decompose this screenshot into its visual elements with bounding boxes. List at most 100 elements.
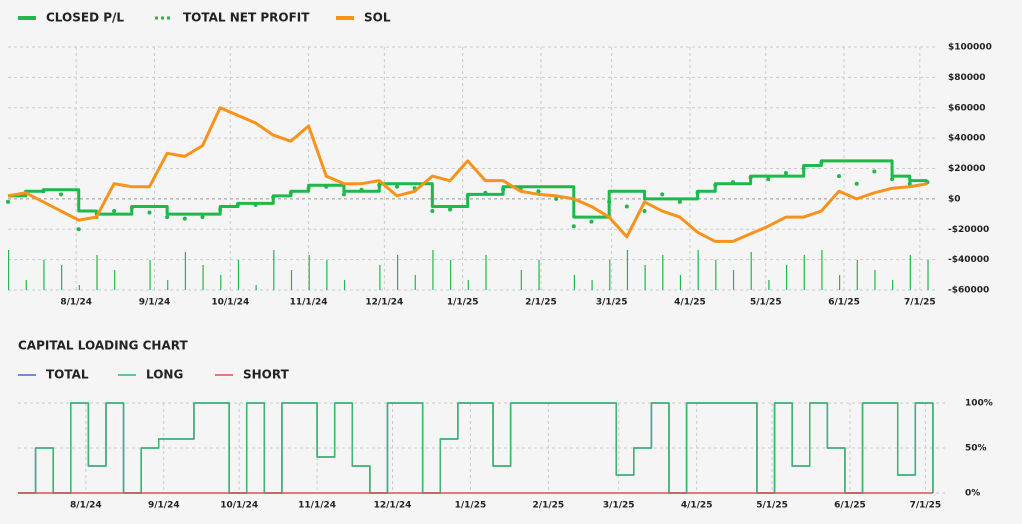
x-tick-label: 6/1/25	[834, 501, 866, 511]
chart-title: CAPITAL LOADING CHART	[18, 339, 188, 353]
x-tick-label: 2/1/25	[525, 298, 557, 308]
data-point	[554, 196, 559, 201]
x-tick-label: 1/1/25	[447, 298, 479, 308]
data-point	[624, 204, 629, 209]
data-point	[6, 199, 10, 204]
data-point	[271, 195, 276, 200]
x-tick-label: 12/1/24	[374, 501, 412, 511]
x-tick-label: 3/1/25	[603, 501, 635, 511]
y-tick-label: -$60000	[948, 286, 989, 296]
data-point	[660, 192, 665, 197]
volume-bar	[202, 265, 204, 290]
data-point	[465, 193, 470, 198]
data-point	[819, 160, 824, 165]
x-tick-label: 5/1/25	[750, 298, 782, 308]
volume-bar	[396, 255, 399, 290]
y-tick-label: $60000	[948, 103, 986, 113]
x-tick-label: 8/1/24	[70, 501, 102, 511]
y-tick-label: $80000	[948, 73, 986, 83]
data-point	[182, 216, 187, 221]
volume-bar	[149, 260, 151, 290]
volume-bar	[573, 275, 575, 290]
volume-bar	[715, 260, 717, 290]
data-point	[783, 171, 788, 176]
data-point	[129, 205, 134, 210]
data-point	[448, 207, 453, 212]
y-tick-label: $40000	[948, 134, 986, 144]
volume-bar	[909, 255, 911, 290]
data-point	[837, 174, 842, 179]
x-tick-label: 7/1/25	[904, 298, 936, 308]
y-tick-label: 100%	[965, 399, 993, 409]
y-tick-label: -$20000	[948, 225, 989, 235]
volume-bar	[874, 270, 876, 290]
data-point	[748, 175, 753, 180]
data-point	[235, 202, 240, 207]
data-point	[341, 192, 346, 197]
x-tick-label: 10/1/24	[211, 298, 249, 308]
data-point	[571, 224, 576, 229]
data-point	[642, 209, 647, 214]
data-point	[483, 190, 488, 195]
data-point	[677, 199, 682, 204]
legend-label: LONG	[146, 368, 183, 382]
data-point	[854, 181, 859, 186]
data-point	[907, 181, 912, 186]
volume-bar	[414, 275, 416, 290]
data-point	[713, 183, 718, 188]
volume-bar	[273, 250, 275, 290]
x-tick-label: 10/1/24	[220, 501, 258, 511]
data-point	[766, 177, 771, 182]
data-point	[890, 177, 895, 182]
volume-bar	[803, 255, 805, 290]
data-point	[430, 209, 435, 214]
data-point	[730, 180, 735, 185]
legend-label: CLOSED P/L	[46, 11, 124, 25]
volume-bar	[61, 265, 63, 290]
x-tick-label: 11/1/24	[298, 501, 336, 511]
volume-bar	[308, 255, 310, 290]
volume-bar	[644, 265, 646, 290]
legend-label: TOTAL	[46, 368, 89, 382]
x-tick-label: 7/1/25	[910, 501, 942, 511]
x-tick-label: 8/1/24	[60, 298, 92, 308]
series-line	[8, 159, 928, 219]
volume-bar	[732, 270, 735, 290]
volume-bar	[114, 270, 116, 290]
volume-bar	[679, 275, 682, 290]
volume-bar	[538, 260, 540, 290]
x-tick-label: 1/1/25	[455, 501, 487, 511]
y-tick-label: $20000	[948, 164, 986, 174]
y-tick-label: $0	[948, 194, 961, 204]
data-point	[218, 207, 223, 212]
data-point	[359, 187, 364, 192]
x-tick-label: 6/1/25	[828, 298, 860, 308]
volume-bar	[8, 250, 10, 290]
data-point	[288, 190, 293, 195]
volume-bar	[255, 285, 257, 290]
x-tick-label: 4/1/25	[674, 298, 706, 308]
data-point	[695, 190, 700, 195]
data-point	[76, 227, 81, 232]
volume-bar	[25, 280, 27, 290]
volume-bar	[237, 260, 240, 290]
x-tick-label: 12/1/24	[365, 298, 403, 308]
series-line	[7, 106, 928, 243]
y-tick-label: $100000	[948, 43, 992, 53]
volume-bar	[697, 250, 699, 290]
data-point	[501, 187, 506, 192]
volume-bar	[927, 260, 929, 290]
volume-bar	[768, 280, 770, 290]
volume-bar	[485, 255, 487, 290]
legend-label: SOL	[364, 11, 391, 25]
legend-label: TOTAL NET PROFIT	[183, 11, 310, 25]
volume-bar	[856, 260, 858, 290]
volume-bar	[432, 250, 434, 290]
data-point	[59, 192, 64, 197]
volume-bar	[96, 255, 98, 290]
x-tick-label: 3/1/25	[596, 298, 628, 308]
volume-bar	[184, 252, 187, 290]
data-point	[306, 186, 311, 191]
volume-bar	[839, 275, 841, 290]
